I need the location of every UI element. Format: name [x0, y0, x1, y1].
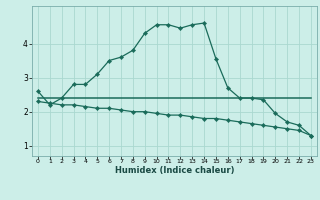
- X-axis label: Humidex (Indice chaleur): Humidex (Indice chaleur): [115, 166, 234, 175]
